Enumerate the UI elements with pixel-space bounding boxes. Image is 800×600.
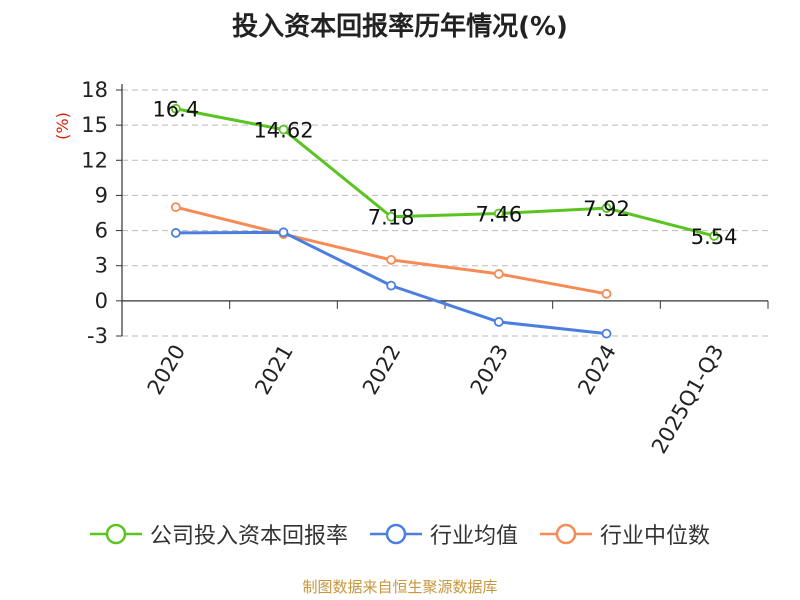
data-point [386,211,397,222]
data-point [493,208,504,219]
data-point [386,254,397,265]
x-tick-label: 2024 [573,341,621,399]
legend-line-marker [89,523,142,545]
data-source-note: 制图数据来自恒生聚源数据库 [302,578,498,596]
legend: 公司投入资本回报率 行业均值 行业中位数 [0,518,800,550]
data-point [386,280,397,291]
data-label: 5.54 [691,225,738,249]
legend-label: 公司投入资本回报率 [149,524,348,549]
x-tick-label: 2020 [143,341,191,399]
data-point [170,202,181,213]
legend-label: 行业均值 [429,524,518,549]
x-tick-label: 2023 [466,341,514,399]
y-tick-label: 15 [81,113,108,137]
y-tick-label: 12 [81,148,108,172]
data-labels: 16.4 14.62 7.18 7.46 7.92 5.54 [152,98,737,249]
legend-item-company[interactable]: 公司投入资本回报率 [89,518,348,550]
data-point [278,227,289,238]
data-point [170,103,181,114]
data-label: 7.46 [475,202,522,226]
data-point [493,317,504,327]
legend-line-marker [540,523,592,545]
y-tick-label: -3 [87,324,108,348]
legend-item-industry-mean[interactable]: 行业均值 [369,518,518,550]
x-tick-label: 2021 [250,341,298,399]
data-label: 7.92 [583,197,630,221]
y-tick-label: 3 [95,254,108,278]
data-point [493,269,504,279]
data-point [601,328,612,339]
grid-lines [122,89,768,337]
y-tick-label: 0 [95,289,108,313]
x-tick-label: 2022 [358,341,406,399]
data-point [278,124,289,135]
data-point [709,231,720,241]
legend-line-marker [369,523,422,545]
legend-item-industry-median[interactable]: 行业中位数 [540,518,710,550]
data-label: 7.18 [368,206,415,230]
axes: 18 15 12 9 6 3 0 -3 (%) 2020 2021 2022 2023 2024 2025Q… [53,78,769,458]
y-tick-label: 6 [95,219,108,243]
series-line [175,107,715,238]
y-tick-label: 9 [95,183,108,207]
data-point [170,228,181,238]
chart-title: 投入资本回报率历年情况(%) [232,12,568,42]
data-point [601,288,612,299]
data-label: 14.62 [253,119,313,143]
y-tick-label: 18 [81,78,108,102]
legend-label: 行业中位数 [600,524,711,549]
series-lines [170,103,720,339]
x-tick-label: 2025Q1-Q3 [647,341,729,458]
data-label: 16.4 [152,98,199,122]
data-point [601,203,612,213]
y-axis-label: (%) [53,112,72,140]
